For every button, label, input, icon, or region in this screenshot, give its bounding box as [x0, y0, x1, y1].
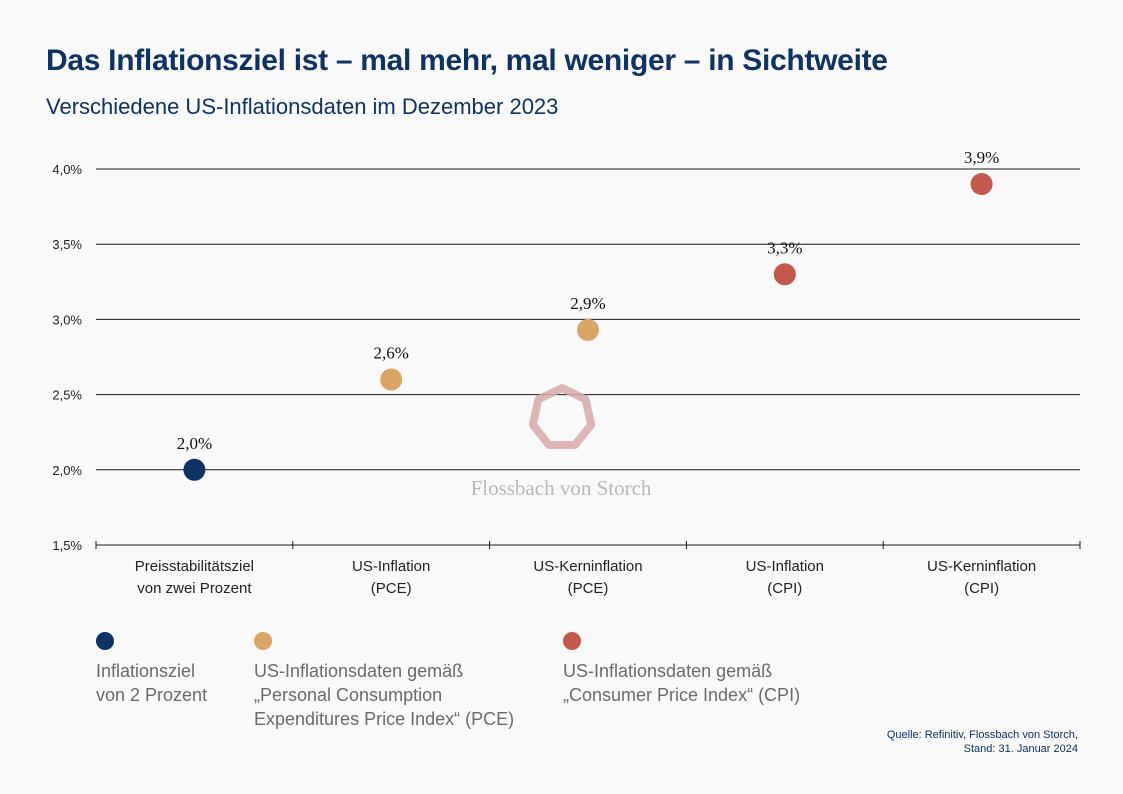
y-tick-label: 3,5% [52, 237, 82, 252]
data-point-pce [577, 318, 599, 341]
legend-label-cpi: US-Inflationsdaten gemäß „Consumer Price… [563, 661, 801, 705]
data-label: 2,6% [373, 344, 408, 363]
x-tick-label: US-Kerninflation (CPI) [927, 558, 1036, 597]
y-tick-label: 1,5% [52, 538, 82, 553]
legend-item-cpi: US-Inflationsdaten gemäß „Consumer Price… [563, 632, 800, 707]
watermark-logo [528, 384, 596, 449]
legend-dot-cpi [563, 632, 581, 650]
data-label: 3,3% [767, 238, 802, 257]
y-tick-label: 3,0% [52, 312, 82, 327]
data-point-target [183, 458, 206, 481]
legend-label-pce: US-Inflationsdaten gemäß „Personal Consu… [254, 661, 515, 729]
y-tick-label: 4,0% [52, 162, 82, 177]
y-tick-label: 2,5% [52, 388, 82, 403]
legend-label-target: Inflationsziel von 2 Prozent [96, 661, 208, 705]
watermark-text: Flossbach von Storch [471, 476, 652, 500]
data-point-cpi [773, 263, 796, 286]
y-tick-label: 2,0% [52, 463, 82, 478]
data-label: 2,9% [570, 294, 605, 313]
chart-subtitle: Verschiedene US-Inflationsdaten im Dezem… [46, 94, 559, 119]
legend-item-target: Inflationsziel von 2 Prozent [96, 632, 207, 707]
x-tick-label: US-Inflation (CPI) [746, 558, 824, 597]
x-tick-label: US-Inflation (PCE) [352, 558, 430, 597]
x-tick-label: Preisstabilitätsziel von zwei Prozent [135, 558, 254, 597]
data-label: 3,9% [964, 148, 999, 167]
source-note: Quelle: Refinitiv, Flossbach von Storch,… [886, 729, 1078, 755]
data-point-pce [380, 368, 403, 391]
legend-item-pce: US-Inflationsdaten gemäß „Personal Consu… [254, 632, 514, 731]
data-label: 2,0% [177, 434, 212, 453]
data-point-cpi [970, 173, 993, 196]
x-tick-label: US-Kerninflation (PCE) [533, 558, 642, 597]
chart-title: Das Inflationsziel ist – mal mehr, mal w… [46, 44, 888, 77]
legend-dot-target [96, 632, 114, 650]
legend-dot-pce [254, 632, 272, 650]
